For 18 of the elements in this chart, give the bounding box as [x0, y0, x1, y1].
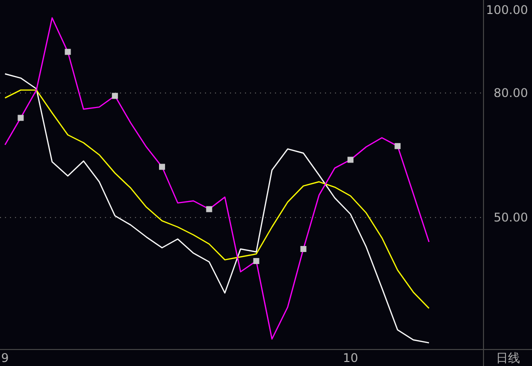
point: [300, 246, 306, 252]
line-series: [4, 89, 430, 309]
point: [18, 114, 24, 121]
y-tick-label: 100.00: [486, 2, 528, 17]
y-tick-label: 50.00: [494, 210, 528, 224]
point: [112, 92, 118, 99]
point: [253, 258, 260, 264]
point: [206, 206, 212, 212]
line-series: [4, 73, 430, 344]
x-tick-label: 9: [1, 351, 9, 365]
line-series: [4, 17, 430, 340]
y-tick-label: 80.00: [494, 86, 528, 100]
point: [394, 143, 401, 150]
point: [64, 48, 71, 55]
point: [159, 164, 166, 170]
point: [347, 156, 354, 163]
x-tick-label: 10: [342, 351, 358, 365]
text: 日线: [496, 351, 520, 365]
